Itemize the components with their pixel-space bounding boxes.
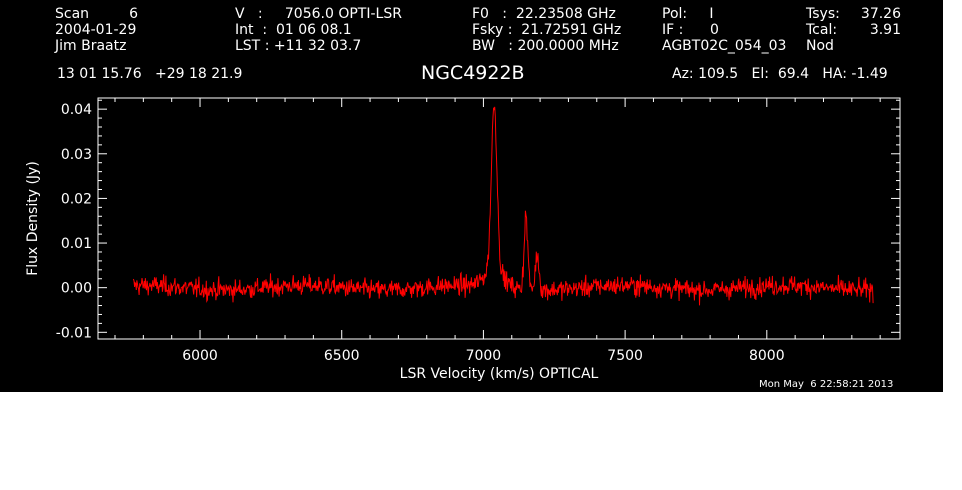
- date-label: 2004-01-29: [55, 22, 137, 38]
- fsky-label: Fsky : 21.72591 GHz: [472, 22, 622, 38]
- scan-label: Scan 6: [55, 6, 138, 22]
- tsys-label: Tsys:: [806, 6, 840, 22]
- velocity-label: V : 7056.0 OPTI-LSR: [235, 6, 402, 22]
- coordinates-label: 13 01 15.76 +29 18 21.9: [57, 66, 243, 82]
- x-tick-label: 7500: [607, 348, 643, 364]
- tsys-value: 37.26: [860, 6, 901, 22]
- y-tick-label: -0.01: [56, 325, 92, 341]
- x-tick-label: 6000: [182, 348, 218, 364]
- bandwidth-label: BW : 200.0000 MHz: [472, 38, 619, 54]
- y-axis-label: Flux Density (Jy): [25, 161, 41, 276]
- integration-label: Int : 01 06 08.1: [235, 22, 352, 38]
- x-tick-label: 8000: [749, 348, 785, 364]
- tcal-label: Tcal:: [806, 22, 838, 38]
- spectrum-chart: 6000 6500 7000 7500 8000 -0.01 0.00 0.01 0.02 0.0…: [25, 97, 901, 382]
- tcal-value: 3.91: [869, 22, 901, 38]
- y-tick-label: 0.00: [61, 281, 92, 297]
- timestamp-label: Mon May 6 22:58:21 2013: [759, 379, 894, 390]
- y-tick-label: 0.02: [61, 191, 92, 207]
- project-label: AGBT02C_054_03: [662, 38, 787, 54]
- x-axis-label: LSR Velocity (km/s) OPTICAL: [400, 366, 599, 382]
- spectrum-panel: Scan 6 2004-01-29 Jim Braatz V : 7056.0 …: [0, 0, 943, 392]
- y-tick-label: 0.03: [61, 147, 92, 163]
- observer-label: Jim Braatz: [55, 38, 127, 54]
- spectrum-line: [132, 106, 874, 306]
- mode-label: Nod: [806, 38, 834, 54]
- if-label: IF : 0: [662, 22, 719, 38]
- x-tick-label: 7000: [466, 348, 502, 364]
- y-tick-label: 0.01: [61, 236, 92, 252]
- polarization-label: Pol: I: [662, 6, 714, 22]
- az-el-ha-label: Az: 109.5 El: 69.4 HA: -1.49: [672, 66, 888, 82]
- plot-frame: [97, 97, 901, 340]
- f0-label: F0 : 22.23508 GHz: [472, 6, 616, 22]
- chart-title: NGC4922B: [421, 62, 525, 84]
- x-tick-label: 6500: [324, 348, 360, 364]
- lst-label: LST : +11 32 03.7: [235, 38, 362, 54]
- y-tick-label: 0.04: [61, 102, 92, 118]
